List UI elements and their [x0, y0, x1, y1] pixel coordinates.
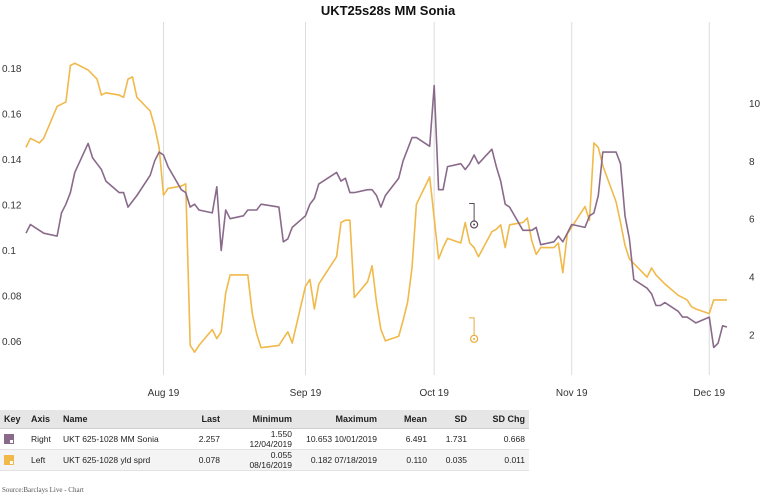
mean-cell: 6.491 — [381, 428, 431, 450]
minimum-cell: 1.550 12/04/2019 — [224, 428, 296, 450]
left-tick-label: 0.12 — [2, 200, 22, 211]
maximum-cell: 0.182 07/18/2019 — [296, 449, 381, 471]
marker-layer — [469, 202, 479, 343]
header-sd: SD — [431, 410, 471, 429]
x-axis-ticks: Aug 19 Sep 19 Oct 19 Nov 19 Dec 19 — [148, 388, 726, 399]
last-cell: 2.257 — [187, 428, 224, 450]
left-axis-ticks: 0.06 0.08 0.1 0.12 0.14 0.16 0.18 — [2, 64, 22, 348]
header-name: Name — [59, 410, 187, 429]
sd-chg-cell: 0.011 — [471, 449, 529, 471]
name-cell: UKT 625-1028 MM Sonia — [59, 428, 187, 450]
header-minimum: Minimum — [224, 410, 296, 429]
stats-header-row: Key Axis Name Last Minimum Maximum Mean … — [0, 410, 529, 429]
sd-cell: 0.035 — [431, 449, 471, 471]
key-swatch-cell[interactable] — [0, 449, 27, 471]
marker-leader — [469, 202, 475, 221]
header-maximum: Maximum — [296, 410, 381, 429]
axis-cell: Left — [27, 449, 59, 471]
stats-table: Key Axis Name Last Minimum Maximum Mean … — [0, 410, 529, 471]
right-axis-ticks: 2 4 6 8 10 — [749, 99, 761, 342]
x-tick-label: Dec 19 — [693, 388, 725, 399]
right-tick-label: 10 — [749, 99, 761, 110]
marker-leader — [469, 317, 475, 335]
marker-dot — [473, 337, 476, 340]
yld-sprd-series-line — [25, 62, 727, 354]
x-tick-label: Oct 19 — [419, 388, 449, 399]
header-mean: Mean — [381, 410, 431, 429]
sd-chg-cell: 0.668 — [471, 428, 529, 450]
key-swatch[interactable] — [4, 434, 14, 445]
series-layer — [25, 62, 728, 354]
header-key: Key — [0, 410, 27, 429]
minimum-cell: 0.055 08/16/2019 — [224, 449, 296, 471]
marker-dot — [473, 223, 476, 226]
source-note: Source:Barclays Live - Chart — [2, 486, 84, 494]
maximum-cell: 10.653 10/01/2019 — [296, 428, 381, 450]
table-row: Left UKT 625-1028 yld sprd 0.078 0.055 0… — [0, 449, 529, 471]
right-tick-label: 4 — [749, 273, 755, 284]
right-tick-label: 8 — [749, 157, 755, 168]
left-tick-label: 0.18 — [2, 64, 22, 75]
name-cell: UKT 625-1028 yld sprd — [59, 449, 187, 471]
left-tick-label: 0.1 — [2, 246, 16, 257]
axis-cell: Right — [27, 428, 59, 450]
left-tick-label: 0.06 — [2, 337, 22, 348]
key-swatch[interactable] — [4, 455, 14, 466]
chart-title: UKT25s28s MM Sonia — [320, 3, 456, 18]
table-row: Right UKT 625-1028 MM Sonia 2.257 1.550 … — [0, 428, 529, 450]
key-swatch-cell[interactable] — [0, 428, 27, 450]
header-last: Last — [187, 410, 224, 429]
header-axis: Axis — [27, 410, 59, 429]
chart-canvas: 0.06 0.08 0.1 0.12 0.14 0.16 0.18 2 4 6 8 10 Aug 1… — [2, 22, 761, 399]
x-tick-label: Sep 19 — [290, 388, 322, 399]
mean-cell: 0.110 — [381, 449, 431, 471]
right-tick-label: 2 — [749, 330, 755, 341]
left-tick-label: 0.14 — [2, 155, 22, 166]
last-cell: 0.078 — [187, 449, 224, 471]
sd-cell: 1.731 — [431, 428, 471, 450]
header-sd-chg: SD Chg — [471, 410, 529, 429]
left-tick-label: 0.08 — [2, 291, 22, 302]
mm-sonia-series-line — [25, 84, 728, 349]
right-tick-label: 6 — [749, 215, 755, 226]
x-tick-label: Aug 19 — [148, 388, 180, 399]
left-tick-label: 0.16 — [2, 109, 22, 120]
x-tick-label: Nov 19 — [556, 388, 588, 399]
grid — [163, 22, 710, 375]
